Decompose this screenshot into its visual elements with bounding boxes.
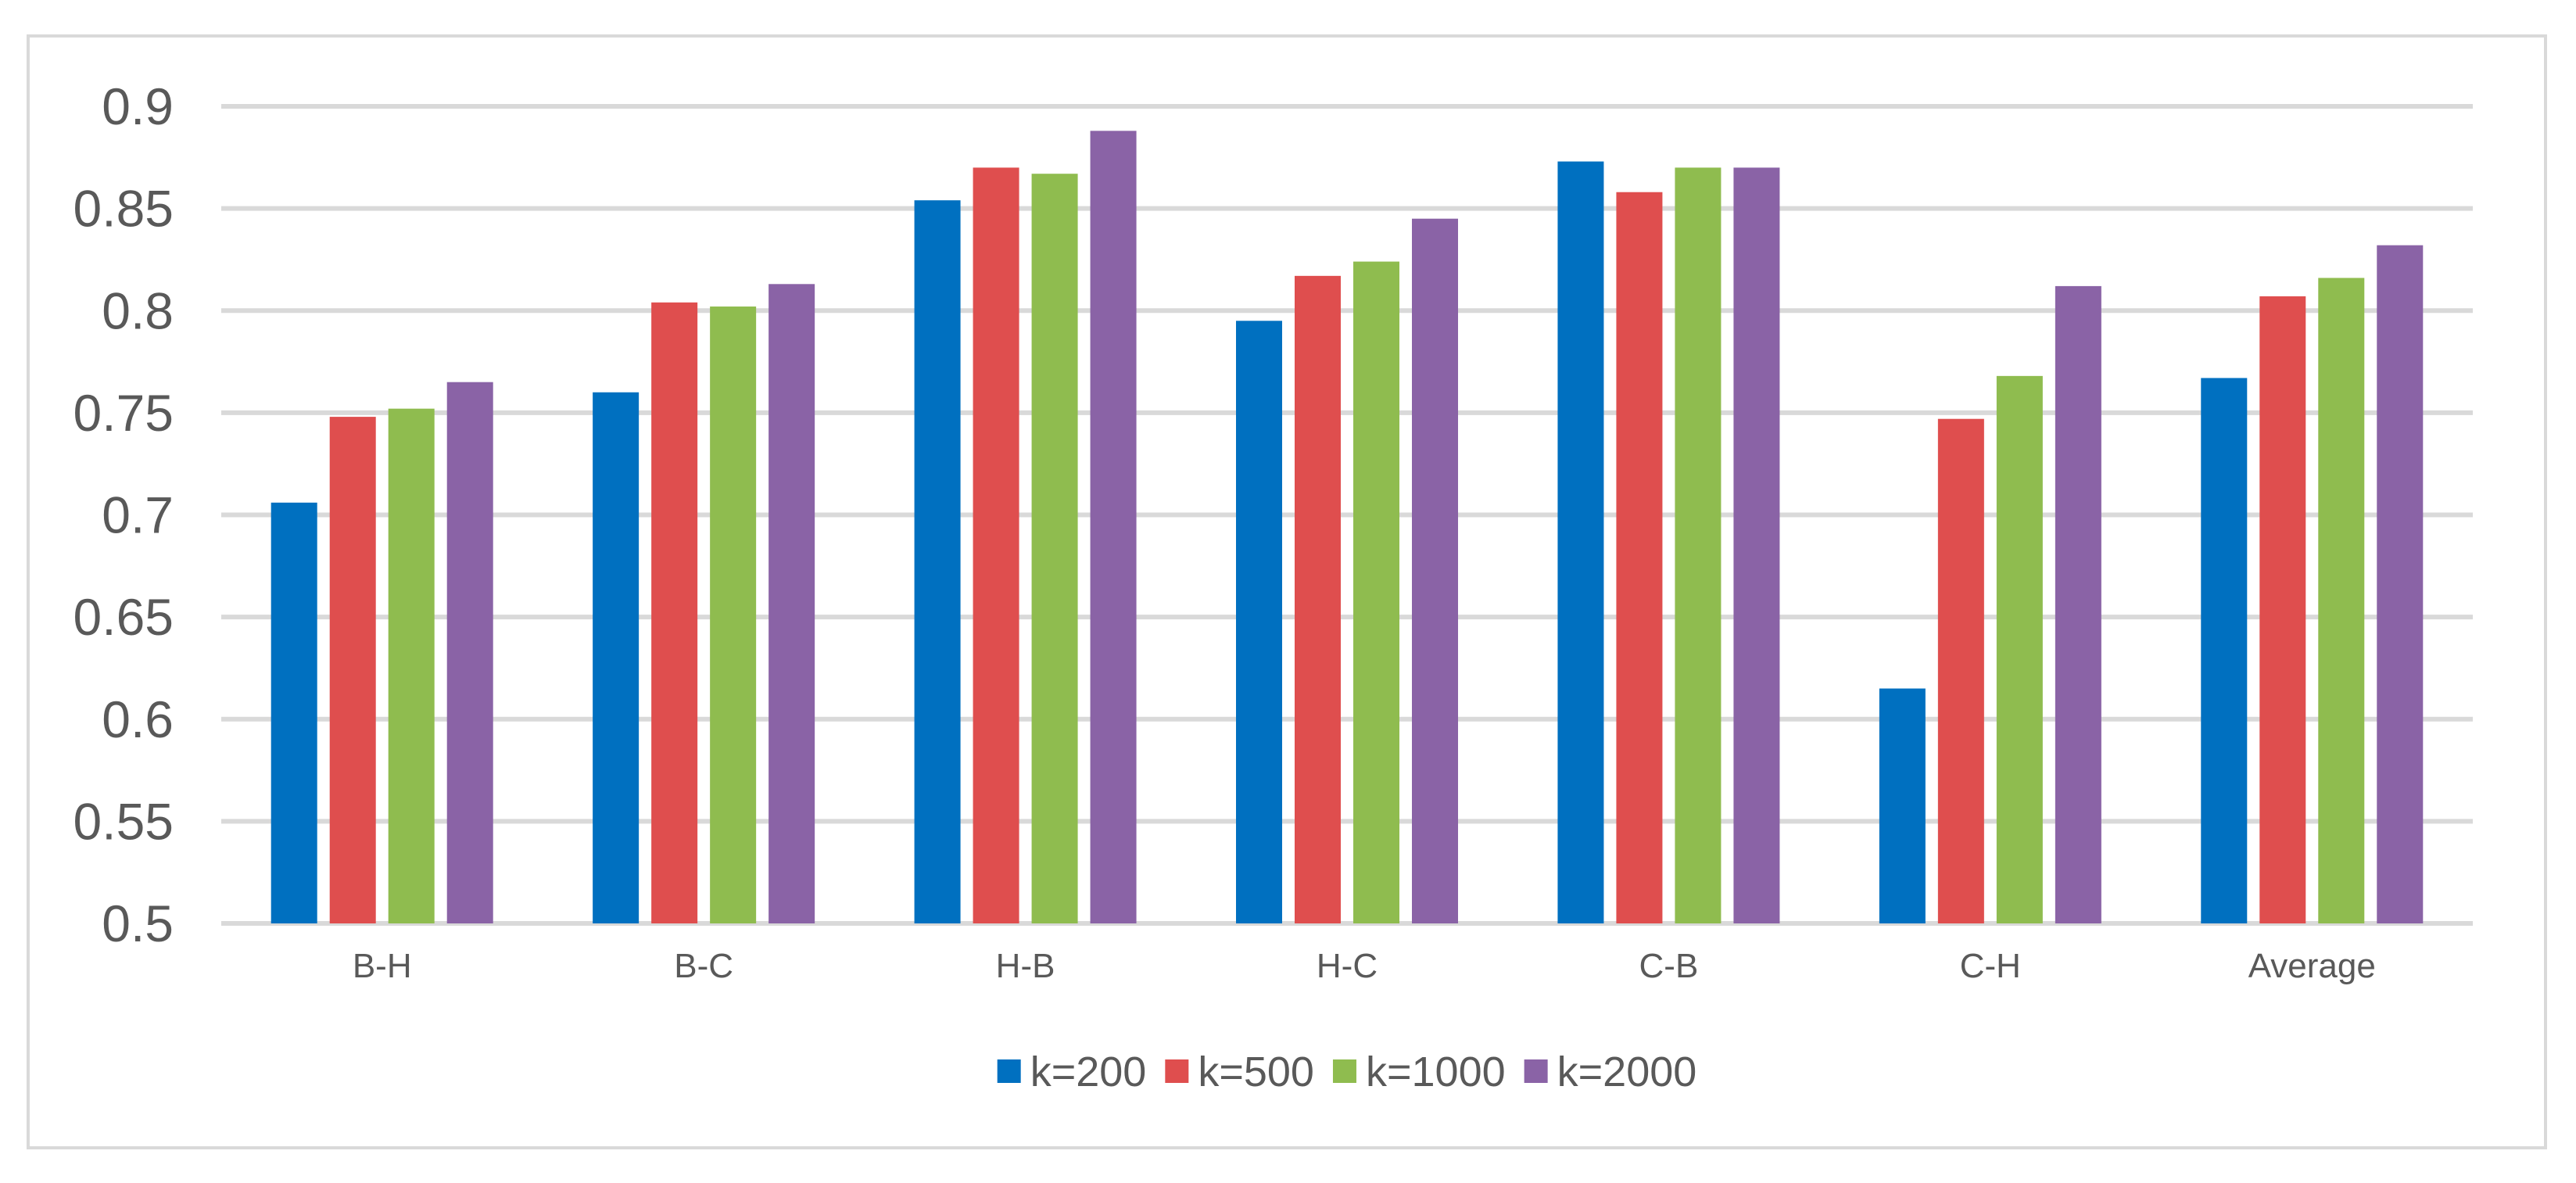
x-tick-label: C-H <box>1960 947 2021 985</box>
bar <box>1879 688 1926 923</box>
y-tick-label: 0.55 <box>73 792 174 850</box>
bar <box>973 167 1019 923</box>
legend-swatch <box>1165 1059 1189 1083</box>
x-tick-label: Average <box>2248 947 2376 985</box>
bar <box>710 307 757 923</box>
bar <box>651 302 698 923</box>
bar <box>1295 275 1341 923</box>
bar <box>270 502 317 923</box>
chart-frame <box>27 34 2547 1149</box>
bar <box>1090 131 1137 924</box>
y-tick-label: 0.65 <box>73 588 174 646</box>
bar <box>2377 245 2424 923</box>
y-tick-label: 0.5 <box>102 894 174 952</box>
x-tick-label: C-B <box>1639 947 1699 985</box>
x-axis: B-H B-C H-B H-C C-B C-H Average <box>353 947 2376 985</box>
y-tick-label: 0.7 <box>102 486 174 544</box>
bar <box>2055 285 2101 923</box>
bar <box>388 408 435 923</box>
bar <box>769 284 815 924</box>
bar <box>446 382 493 923</box>
bar <box>1353 261 1399 923</box>
y-tick-label: 0.9 <box>102 77 174 135</box>
bar <box>593 392 640 923</box>
x-tick-label: H-B <box>996 947 1055 985</box>
bar <box>1412 218 1458 923</box>
bar <box>1031 174 1078 923</box>
bar <box>1557 161 1604 924</box>
x-tick-label: B-H <box>353 947 412 985</box>
bar <box>1616 192 1663 924</box>
bar <box>1996 375 2043 924</box>
legend-swatch <box>1332 1059 1356 1083</box>
y-axis: 0.5 0.55 0.6 0.65 0.7 0.75 0.8 0.85 0.9 <box>73 77 174 952</box>
bar <box>329 417 376 923</box>
bars <box>270 131 2424 924</box>
bar <box>1937 418 1984 923</box>
bar <box>1236 321 1282 923</box>
legend: k=200 k=500 k=1000 k=2000 <box>997 1049 1697 1095</box>
x-tick-label: B-C <box>674 947 733 985</box>
legend-label: k=200 <box>1030 1049 1147 1095</box>
legend-label: k=500 <box>1198 1049 1314 1095</box>
y-tick-label: 0.75 <box>73 384 174 442</box>
bar <box>2318 278 2365 923</box>
legend-label: k=2000 <box>1557 1049 1697 1095</box>
y-tick-label: 0.6 <box>102 690 174 748</box>
legend-swatch <box>997 1059 1021 1083</box>
legend-label: k=1000 <box>1366 1049 1506 1095</box>
bar <box>1675 167 1722 923</box>
bar <box>2201 378 2248 923</box>
legend-swatch <box>1524 1059 1548 1083</box>
gridlines <box>221 104 2473 926</box>
y-tick-label: 0.8 <box>102 281 174 339</box>
bar <box>2259 296 2306 923</box>
bar <box>914 200 961 923</box>
bar <box>1733 167 1780 923</box>
x-tick-label: H-C <box>1317 947 1378 985</box>
y-tick-label: 0.85 <box>73 180 174 238</box>
